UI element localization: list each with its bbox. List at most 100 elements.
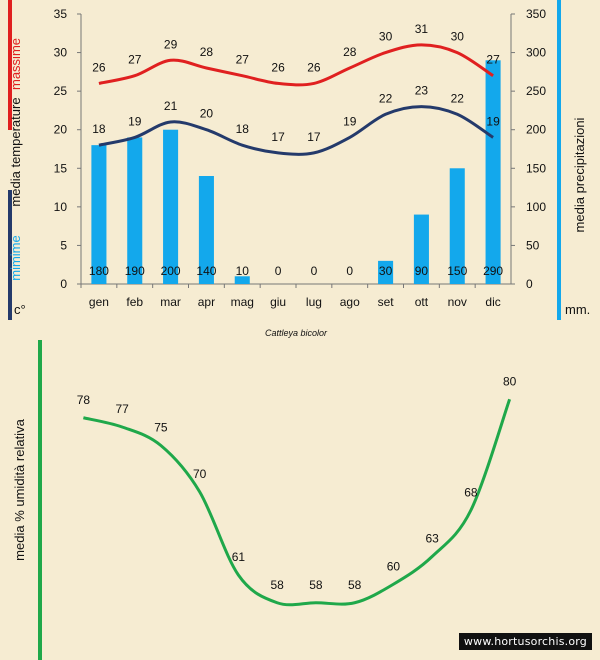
min-temp-label: 22 <box>451 91 465 105</box>
humidity-value-label: 61 <box>232 550 246 564</box>
left-tick-label: 15 <box>54 161 68 175</box>
min-temp-label: 21 <box>164 99 178 113</box>
humidity-value-label: 63 <box>425 532 439 546</box>
right-tick-label: 350 <box>526 7 546 21</box>
label-media-temperature: media temperature <box>8 97 23 206</box>
humidity-value-label: 80 <box>503 374 517 388</box>
max-temp-label: 31 <box>415 22 429 36</box>
max-temp-label: 27 <box>236 53 250 67</box>
month-label: ott <box>415 295 429 309</box>
humidity-value-label: 58 <box>309 578 323 592</box>
max-temp-label: 26 <box>271 60 285 74</box>
month-label: giu <box>270 295 286 309</box>
label-mimime: mimime <box>8 235 23 281</box>
month-label: ago <box>340 295 360 309</box>
precip-bar <box>198 176 214 284</box>
precip-value-label: 150 <box>447 264 467 278</box>
max-temp-label: 27 <box>486 53 500 67</box>
humidity-value-label: 75 <box>154 421 168 435</box>
min-temp-label: 18 <box>236 122 250 136</box>
month-label: set <box>378 295 395 309</box>
label-unit-c: c° <box>14 302 26 317</box>
min-temp-label: 20 <box>200 107 214 121</box>
humidity-value-label: 60 <box>387 559 401 573</box>
left-tick-label: 5 <box>60 238 67 252</box>
max-temp-label: 29 <box>164 37 178 51</box>
precip-bar <box>91 145 107 284</box>
min-temp-label: 17 <box>307 130 321 144</box>
precip-bar <box>163 129 179 284</box>
precip-value-label: 0 <box>311 264 318 278</box>
precip-value-label: 30 <box>379 264 393 278</box>
precip-value-label: 10 <box>236 264 250 278</box>
month-label: nov <box>448 295 467 309</box>
humidity-value-label: 68 <box>464 485 478 499</box>
max-temp-label: 30 <box>379 30 393 44</box>
humidity-line <box>83 398 512 607</box>
max-temp-label: 26 <box>307 60 321 74</box>
month-label: gen <box>89 295 109 309</box>
right-tick-label: 0 <box>526 277 533 291</box>
left-tick-label: 10 <box>54 200 68 214</box>
max-temp-label: 30 <box>451 30 465 44</box>
month-label: mag <box>231 295 254 309</box>
precip-bar <box>449 168 465 284</box>
precip-bar <box>127 137 143 284</box>
month-label: apr <box>198 295 215 309</box>
precip-bar <box>234 276 250 284</box>
max-temp-label: 28 <box>200 45 214 59</box>
label-media-precipitazioni: media precipitazioni <box>572 117 587 232</box>
precip-bar <box>378 260 394 284</box>
min-temp-label: 18 <box>92 122 106 136</box>
precip-value-label: 0 <box>275 264 282 278</box>
precip-bar <box>485 60 501 285</box>
min-temp-label: 17 <box>271 130 285 144</box>
min-temp-label: 22 <box>379 91 393 105</box>
precip-bar <box>413 214 429 284</box>
humidity-value-label: 77 <box>115 402 129 416</box>
left-tick-label: 20 <box>54 123 68 137</box>
min-temp-label: 23 <box>415 84 429 98</box>
left-tick-label: 30 <box>54 46 68 60</box>
right-tick-label: 50 <box>526 238 540 252</box>
min-temp-label: 19 <box>486 114 500 128</box>
precip-value-label: 290 <box>483 264 503 278</box>
label-unit-mm: mm. <box>565 302 590 317</box>
max-temp-label: 27 <box>128 53 142 67</box>
max-temp-label: 28 <box>343 45 357 59</box>
precip-value-label: 90 <box>415 264 429 278</box>
precip-value-label: 190 <box>125 264 145 278</box>
max-temp-label: 26 <box>92 60 106 74</box>
right-tick-label: 200 <box>526 123 546 137</box>
min-temp-line <box>98 105 494 156</box>
humidity-value-label: 58 <box>270 578 284 592</box>
month-label: lug <box>306 295 322 309</box>
left-tick-label: 25 <box>54 84 68 98</box>
month-label: dic <box>485 295 500 309</box>
chart-caption: Cattleya bicolor <box>265 328 328 338</box>
right-tick-label: 250 <box>526 84 546 98</box>
watermark: www.hortusorchis.org <box>458 633 592 650</box>
precip-color-bar <box>557 0 561 320</box>
min-temp-label: 19 <box>128 114 142 128</box>
precip-value-label: 140 <box>196 264 216 278</box>
month-label: feb <box>126 295 143 309</box>
precip-value-label: 0 <box>346 264 353 278</box>
left-tick-label: 35 <box>54 7 68 21</box>
min-temp-label: 19 <box>343 114 357 128</box>
right-tick-label: 300 <box>526 46 546 60</box>
humidity-chart: 78 77 75 70 61 58 58 58 60 63 68 80 <box>77 374 517 607</box>
humidity-color-bar <box>38 340 42 660</box>
month-label: mar <box>160 295 181 309</box>
max-temp-line <box>98 43 494 87</box>
right-tick-label: 150 <box>526 161 546 175</box>
right-tick-label: 100 <box>526 200 546 214</box>
label-massime: massime <box>8 38 23 90</box>
precip-value-label: 200 <box>161 264 181 278</box>
massime-color-bar <box>8 0 12 130</box>
left-tick-label: 0 <box>60 277 67 291</box>
humidity-value-label: 70 <box>193 467 207 481</box>
humidity-value-label: 78 <box>77 393 91 407</box>
